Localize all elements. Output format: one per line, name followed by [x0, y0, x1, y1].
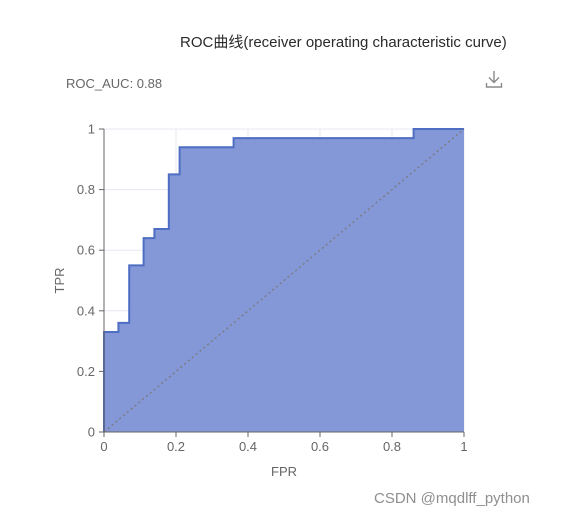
y-tick-label: 0.6 — [77, 243, 95, 258]
diagonal-reference-line — [103, 128, 465, 433]
watermark: CSDN @mqdlff_python — [374, 490, 530, 507]
diagonal-layer — [103, 128, 465, 433]
roc-curve-line — [103, 128, 464, 432]
y-tick-label: 0.4 — [77, 303, 95, 318]
x-ticks: 0 0.2 0.4 0.6 0.8 1 — [100, 432, 468, 454]
download-icon[interactable] — [484, 69, 504, 89]
x-tick-label: 0.2 — [167, 439, 185, 454]
auc-label: ROC_AUC: 0.88 — [66, 76, 163, 91]
y-tick-label: 0 — [88, 425, 95, 440]
y-tick-label: 1 — [88, 122, 95, 137]
y-tick-label: 0.8 — [77, 182, 95, 197]
x-tick-label: 0.4 — [239, 439, 257, 454]
x-tick-label: 0.8 — [383, 439, 401, 454]
axes — [103, 129, 464, 433]
y-tick-label: 0.2 — [77, 364, 95, 379]
chart-title: ROC曲线(receiver operating characteristic … — [180, 34, 507, 51]
x-axis-title: FPR — [271, 464, 297, 479]
x-tick-label: 0.6 — [311, 439, 329, 454]
y-ticks: 0 0.2 0.4 0.6 0.8 1 — [77, 122, 104, 440]
x-tick-label: 0 — [100, 439, 107, 454]
x-tick-label: 1 — [460, 439, 467, 454]
y-axis-title: TPR — [52, 268, 67, 294]
